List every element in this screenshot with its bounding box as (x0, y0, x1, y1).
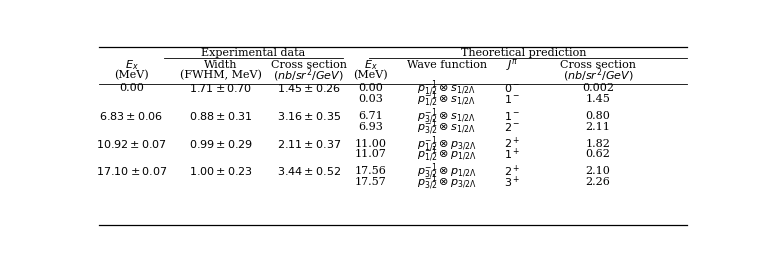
Text: 17.56: 17.56 (354, 166, 387, 176)
Text: $1.45 \pm 0.26$: $1.45 \pm 0.26$ (277, 82, 341, 94)
Text: Cross section: Cross section (560, 60, 636, 70)
Text: $10.92 \pm 0.07$: $10.92 \pm 0.07$ (96, 138, 167, 150)
Text: $E_x$: $E_x$ (125, 59, 138, 72)
Text: 2.26: 2.26 (586, 177, 611, 187)
Text: $0^-$: $0^-$ (504, 82, 520, 94)
Text: 0.03: 0.03 (358, 94, 383, 104)
Text: $1.71 \pm 0.70$: $1.71 \pm 0.70$ (189, 82, 252, 94)
Text: 1.82: 1.82 (586, 139, 611, 149)
Text: 6.93: 6.93 (358, 122, 383, 132)
Text: $2.11 \pm 0.37$: $2.11 \pm 0.37$ (277, 138, 341, 150)
Text: $17.10 \pm 0.07$: $17.10 \pm 0.07$ (96, 165, 167, 177)
Text: 6.71: 6.71 (358, 111, 383, 121)
Text: $(nb/sr^2/GeV)$: $(nb/sr^2/GeV)$ (563, 66, 634, 84)
Text: $3.16 \pm 0.35$: $3.16 \pm 0.35$ (277, 110, 341, 122)
Text: $p_{3/2}^{-1} \otimes s_{1/2\Lambda}$: $p_{3/2}^{-1} \otimes s_{1/2\Lambda}$ (417, 106, 476, 126)
Text: 2.11: 2.11 (586, 122, 611, 132)
Text: 11.00: 11.00 (354, 139, 387, 149)
Text: $p_{3/2}^{-1} \otimes p_{1/2\Lambda}$: $p_{3/2}^{-1} \otimes p_{1/2\Lambda}$ (416, 161, 476, 181)
Text: $p_{3/2}^{-1} \otimes s_{1/2\Lambda}$: $p_{3/2}^{-1} \otimes s_{1/2\Lambda}$ (417, 117, 476, 136)
Text: $p_{1/2}^{-1} \otimes p_{1/2\Lambda}$: $p_{1/2}^{-1} \otimes p_{1/2\Lambda}$ (416, 144, 476, 164)
Text: $1^+$: $1^+$ (504, 147, 520, 162)
Text: 1.45: 1.45 (586, 94, 611, 104)
Text: Width: Width (204, 60, 238, 70)
Text: $E_x$: $E_x$ (364, 59, 377, 72)
Text: $1.00 \pm 0.23$: $1.00 \pm 0.23$ (189, 165, 252, 177)
Text: $(nb/sr^2/GeV)$: $(nb/sr^2/GeV)$ (273, 66, 344, 84)
Text: $0.99 \pm 0.29$: $0.99 \pm 0.29$ (189, 138, 252, 150)
Text: $p_{1/2}^{-1} \otimes s_{1/2\Lambda}$: $p_{1/2}^{-1} \otimes s_{1/2\Lambda}$ (417, 78, 476, 98)
Text: (FWHM, MeV): (FWHM, MeV) (179, 70, 262, 80)
Text: $3.44 \pm 0.52$: $3.44 \pm 0.52$ (277, 165, 341, 177)
Text: (MeV): (MeV) (353, 70, 388, 80)
Text: $0.88 \pm 0.31$: $0.88 \pm 0.31$ (189, 110, 252, 122)
Text: (MeV): (MeV) (114, 70, 149, 80)
Text: 17.57: 17.57 (354, 177, 387, 187)
Text: $1^-$: $1^-$ (504, 110, 520, 122)
Text: 0.80: 0.80 (586, 111, 611, 121)
Text: 0.00: 0.00 (358, 83, 383, 93)
Text: $J^{\pi}$: $J^{\pi}$ (505, 58, 518, 74)
Text: $3^+$: $3^+$ (504, 175, 520, 190)
Text: 2.10: 2.10 (586, 166, 611, 176)
Text: $p_{3/2}^{-1} \otimes p_{3/2\Lambda}$: $p_{3/2}^{-1} \otimes p_{3/2\Lambda}$ (416, 172, 476, 192)
Text: $6.83 \pm 0.06$: $6.83 \pm 0.06$ (100, 110, 163, 122)
Text: 0.62: 0.62 (586, 149, 611, 159)
Text: Cross section: Cross section (271, 60, 347, 70)
Text: Experimental data: Experimental data (201, 48, 305, 58)
Text: Theoretical prediction: Theoretical prediction (461, 48, 587, 58)
Text: $p_{1/2}^{-1} \otimes p_{3/2\Lambda}$: $p_{1/2}^{-1} \otimes p_{3/2\Lambda}$ (416, 134, 476, 154)
Text: Wave function: Wave function (407, 60, 486, 70)
Text: $1^-$: $1^-$ (504, 93, 520, 105)
Text: $2^+$: $2^+$ (504, 164, 520, 179)
Text: 0.00: 0.00 (119, 83, 144, 93)
Text: $2^-$: $2^-$ (504, 121, 520, 133)
Text: $2^+$: $2^+$ (504, 136, 520, 151)
Text: $p_{1/2}^{-1} \otimes s_{1/2\Lambda}$: $p_{1/2}^{-1} \otimes s_{1/2\Lambda}$ (417, 89, 476, 109)
Text: 11.07: 11.07 (354, 149, 387, 159)
Text: 0.002: 0.002 (582, 83, 614, 93)
